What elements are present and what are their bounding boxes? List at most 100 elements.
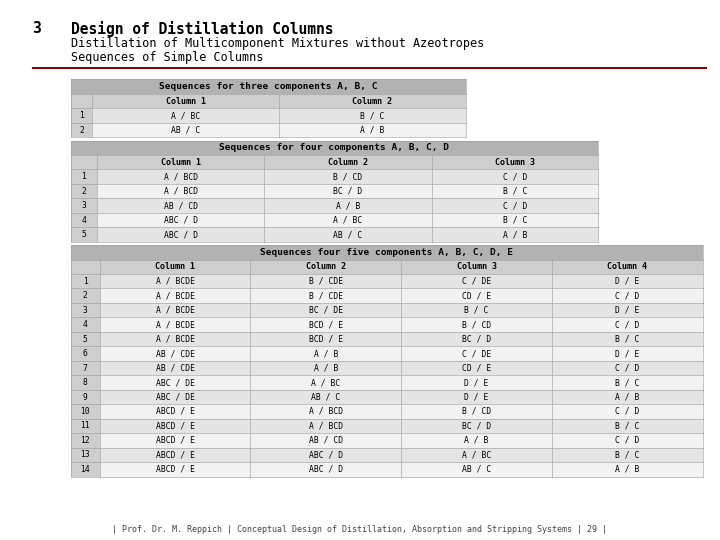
Text: ABC / D: ABC / D — [309, 450, 343, 460]
Text: Sequences for three components A, B, C: Sequences for three components A, B, C — [159, 82, 377, 91]
Text: ABC / D: ABC / D — [163, 215, 198, 225]
Text: 9: 9 — [83, 393, 88, 402]
Text: BC / DE: BC / DE — [309, 306, 343, 315]
Text: D / E: D / E — [615, 306, 639, 315]
Text: D / E: D / E — [464, 378, 489, 387]
Text: Distillation of Multicomponent Mixtures without Azeotropes: Distillation of Multicomponent Mixtures … — [71, 37, 484, 50]
Text: 1: 1 — [81, 172, 86, 181]
Text: AB / CD: AB / CD — [309, 436, 343, 445]
Text: ABC / DE: ABC / DE — [156, 378, 194, 387]
Text: B / C: B / C — [615, 378, 639, 387]
Text: Column 2: Column 2 — [328, 158, 368, 167]
Text: AB / CDE: AB / CDE — [156, 349, 194, 358]
Text: Column 1: Column 1 — [161, 158, 201, 167]
Text: C / D: C / D — [615, 407, 639, 416]
Text: AB / C: AB / C — [333, 230, 363, 239]
Text: A / B: A / B — [464, 436, 489, 445]
Text: A / B: A / B — [314, 349, 338, 358]
Text: Sequences of Simple Columns: Sequences of Simple Columns — [71, 51, 263, 64]
Text: 12: 12 — [80, 436, 90, 445]
Text: AB / C: AB / C — [311, 393, 341, 402]
Text: 5: 5 — [81, 230, 86, 239]
Text: BC / D: BC / D — [333, 187, 363, 195]
Text: B / C: B / C — [503, 215, 527, 225]
Text: A / BCD: A / BCD — [309, 407, 343, 416]
Text: ABCD / E: ABCD / E — [156, 407, 194, 416]
Text: Column 2: Column 2 — [352, 97, 392, 106]
Text: Design of Distillation Columns: Design of Distillation Columns — [71, 21, 333, 37]
Text: A / BC: A / BC — [311, 378, 341, 387]
Text: 2: 2 — [83, 291, 88, 300]
Text: 6: 6 — [83, 349, 88, 358]
Text: A / B: A / B — [615, 393, 639, 402]
Text: B / C: B / C — [360, 111, 384, 120]
Text: A / BCD: A / BCD — [163, 172, 198, 181]
Text: BCD / E: BCD / E — [309, 335, 343, 343]
Text: ABC / D: ABC / D — [309, 465, 343, 474]
Text: A / BCDE: A / BCDE — [156, 306, 194, 315]
Text: C / DE: C / DE — [462, 276, 491, 286]
Text: 10: 10 — [80, 407, 90, 416]
Text: Column 1: Column 1 — [166, 97, 206, 106]
Text: A / BCD: A / BCD — [309, 421, 343, 430]
Text: ABCD / E: ABCD / E — [156, 421, 194, 430]
Text: ABCD / E: ABCD / E — [156, 465, 194, 474]
Text: 1: 1 — [79, 111, 84, 120]
Text: Sequences for four components A, B, C, D: Sequences for four components A, B, C, D — [220, 143, 449, 152]
Text: D / E: D / E — [615, 276, 639, 286]
Text: 5: 5 — [83, 335, 88, 343]
Text: C / D: C / D — [615, 363, 639, 373]
Text: C / D: C / D — [615, 436, 639, 445]
Text: B / CDE: B / CDE — [309, 276, 343, 286]
Text: A / B: A / B — [615, 465, 639, 474]
Text: A / B: A / B — [503, 230, 527, 239]
Text: AB / C: AB / C — [462, 465, 491, 474]
Text: BC / D: BC / D — [462, 335, 491, 343]
Text: B / C: B / C — [615, 450, 639, 460]
Text: AB / C: AB / C — [171, 125, 200, 134]
Text: B / CD: B / CD — [462, 320, 491, 329]
Text: Column 4: Column 4 — [608, 262, 647, 271]
Text: 1: 1 — [83, 276, 88, 286]
Text: 11: 11 — [80, 421, 90, 430]
Text: 2: 2 — [81, 187, 86, 195]
Text: Column 1: Column 1 — [155, 262, 195, 271]
Text: 7: 7 — [83, 363, 88, 373]
Text: 8: 8 — [83, 378, 88, 387]
Text: B / C: B / C — [503, 187, 527, 195]
Text: A / BCDE: A / BCDE — [156, 291, 194, 300]
Text: Column 2: Column 2 — [306, 262, 346, 271]
Text: B / CD: B / CD — [462, 407, 491, 416]
Text: B / CD: B / CD — [333, 172, 363, 181]
Text: B / C: B / C — [615, 421, 639, 430]
Text: ABC / DE: ABC / DE — [156, 393, 194, 402]
Text: C / DE: C / DE — [462, 349, 491, 358]
Text: C / D: C / D — [503, 172, 527, 181]
Text: 4: 4 — [81, 215, 86, 225]
Text: CD / E: CD / E — [462, 291, 491, 300]
Text: A / BCDE: A / BCDE — [156, 276, 194, 286]
Text: ABCD / E: ABCD / E — [156, 450, 194, 460]
Text: | Prof. Dr. M. Reppich | Conceptual Design of Distillation, Absorption and Strip: | Prof. Dr. M. Reppich | Conceptual Desi… — [112, 524, 608, 534]
Text: A / BC: A / BC — [333, 215, 363, 225]
Text: A / B: A / B — [360, 125, 384, 134]
Text: BC / D: BC / D — [462, 421, 491, 430]
Text: BCD / E: BCD / E — [309, 320, 343, 329]
Text: CD / E: CD / E — [462, 363, 491, 373]
Text: B / C: B / C — [615, 335, 639, 343]
Text: 3: 3 — [81, 201, 86, 210]
Text: 2: 2 — [79, 125, 84, 134]
Text: A / BCDE: A / BCDE — [156, 335, 194, 343]
Text: 3: 3 — [83, 306, 88, 315]
Text: A / BCDE: A / BCDE — [156, 320, 194, 329]
Text: A / BC: A / BC — [171, 111, 200, 120]
Text: D / E: D / E — [615, 349, 639, 358]
Text: Column 3: Column 3 — [456, 262, 497, 271]
Text: Column 3: Column 3 — [495, 158, 535, 167]
Text: 13: 13 — [80, 450, 90, 460]
Text: A / B: A / B — [336, 201, 360, 210]
Text: Sequences four five components A, B, C, D, E: Sequences four five components A, B, C, … — [260, 248, 513, 257]
Text: C / D: C / D — [615, 291, 639, 300]
Text: ABCD / E: ABCD / E — [156, 436, 194, 445]
Text: A / B: A / B — [314, 363, 338, 373]
